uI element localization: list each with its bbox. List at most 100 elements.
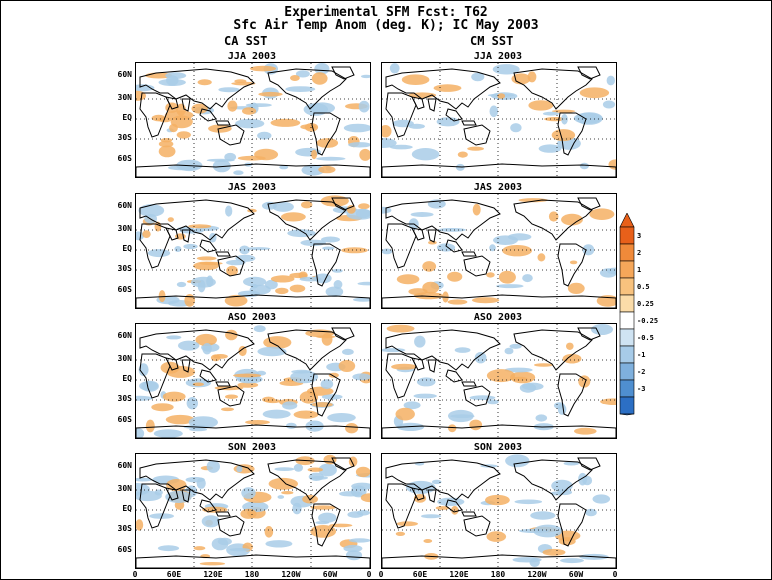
warm-anomaly xyxy=(193,546,206,551)
colorbar-segment xyxy=(619,311,635,330)
panel-title: ASO 2003 xyxy=(227,312,277,323)
warm-anomaly xyxy=(264,526,274,538)
cold-anomaly xyxy=(606,75,615,86)
cold-anomaly xyxy=(413,393,437,399)
cold-anomaly xyxy=(507,233,532,241)
cold-anomaly xyxy=(243,276,267,287)
map-panel xyxy=(381,323,617,439)
cold-anomaly xyxy=(389,144,413,150)
cold-anomaly xyxy=(530,511,556,520)
coastline xyxy=(445,499,463,513)
cold-anomaly xyxy=(321,236,340,243)
coastline xyxy=(165,227,179,241)
cold-anomaly xyxy=(189,428,208,432)
warm-anomaly xyxy=(166,365,196,378)
cold-anomaly xyxy=(147,249,171,258)
coastline xyxy=(199,369,217,383)
warm-anomaly xyxy=(542,548,566,556)
cold-anomaly xyxy=(224,152,237,162)
coastline xyxy=(382,424,616,438)
cold-anomaly xyxy=(241,487,256,499)
warm-anomaly xyxy=(258,91,283,97)
cold-anomaly xyxy=(403,401,421,410)
anomaly-map xyxy=(382,454,616,568)
coastline xyxy=(385,92,417,138)
coastline xyxy=(427,359,437,373)
warm-anomaly xyxy=(548,211,559,222)
warm-anomaly xyxy=(422,261,437,272)
cold-anomaly xyxy=(295,70,310,78)
panel-title: ASO 2003 xyxy=(473,312,523,323)
warm-anomaly xyxy=(213,354,228,359)
warm-anomaly xyxy=(551,109,576,113)
colorbar-segment xyxy=(619,379,635,398)
figure-title-line2: Sfc Air Temp Anom (deg. K); IC May 2003 xyxy=(233,18,539,33)
warm-anomaly xyxy=(551,129,576,142)
coastline xyxy=(181,359,191,373)
warm-anomaly xyxy=(275,287,289,295)
cold-anomaly xyxy=(158,78,186,86)
coastline xyxy=(311,112,341,156)
panel-title: JJA 2003 xyxy=(473,51,523,62)
cold-anomaly xyxy=(382,206,392,214)
cold-anomaly xyxy=(262,409,291,419)
longitude-label: 180 xyxy=(244,570,260,579)
warm-anomaly xyxy=(518,198,548,203)
coastline xyxy=(385,199,501,241)
cold-anomaly xyxy=(235,118,265,129)
coastline xyxy=(427,229,437,243)
coastline xyxy=(136,424,370,438)
warm-anomaly xyxy=(151,403,174,412)
colorbar-graphic xyxy=(619,212,635,416)
warm-anomaly xyxy=(136,519,144,531)
warm-anomaly xyxy=(307,467,323,472)
coastline xyxy=(331,327,355,341)
cold-anomaly xyxy=(168,165,198,171)
coastline xyxy=(382,294,616,308)
cold-anomaly xyxy=(606,267,616,275)
coastline xyxy=(331,197,355,211)
cold-anomaly xyxy=(489,105,499,118)
coastline xyxy=(513,68,593,110)
longitude-label: 0 xyxy=(132,570,138,579)
colorbar-arrow-bottom xyxy=(619,413,635,416)
warm-anomaly xyxy=(191,103,208,114)
cold-anomaly xyxy=(201,515,220,528)
warm-anomaly xyxy=(511,376,528,381)
longitude-label: 120E xyxy=(449,570,469,579)
warm-anomaly xyxy=(561,213,583,226)
cold-anomaly xyxy=(174,246,182,252)
latitude-label: 60S xyxy=(117,154,132,163)
latitude-label: 30S xyxy=(117,394,132,403)
colorbar xyxy=(619,212,635,416)
warm-anomaly xyxy=(355,466,370,478)
warm-anomaly xyxy=(197,79,212,86)
warm-anomaly xyxy=(160,138,173,143)
panel-title: SON 2003 xyxy=(473,442,523,453)
warm-anomaly xyxy=(240,508,257,519)
coastline xyxy=(385,353,417,399)
cold-anomaly xyxy=(246,247,271,251)
map-panel xyxy=(381,193,617,309)
cold-anomaly xyxy=(469,395,496,401)
warm-anomaly xyxy=(300,124,317,130)
warm-anomaly xyxy=(142,230,151,238)
coastline xyxy=(385,68,501,110)
cold-anomaly xyxy=(186,397,198,410)
latitude-label: 30S xyxy=(117,524,132,533)
warm-anomaly xyxy=(184,294,195,307)
cold-anomaly xyxy=(287,229,316,238)
cold-anomaly xyxy=(320,379,334,390)
coastline xyxy=(215,511,231,517)
cold-anomaly xyxy=(318,512,337,523)
cold-anomaly xyxy=(293,463,303,472)
coastline xyxy=(311,373,341,417)
warm-anomaly xyxy=(608,159,616,170)
warm-anomaly xyxy=(145,419,155,433)
latitude-label: 30S xyxy=(117,133,132,142)
cold-anomaly xyxy=(489,244,496,252)
cold-anomaly xyxy=(563,461,580,466)
coastline xyxy=(577,66,601,80)
warm-anomaly xyxy=(328,372,339,378)
latitude-label: 60S xyxy=(117,545,132,554)
